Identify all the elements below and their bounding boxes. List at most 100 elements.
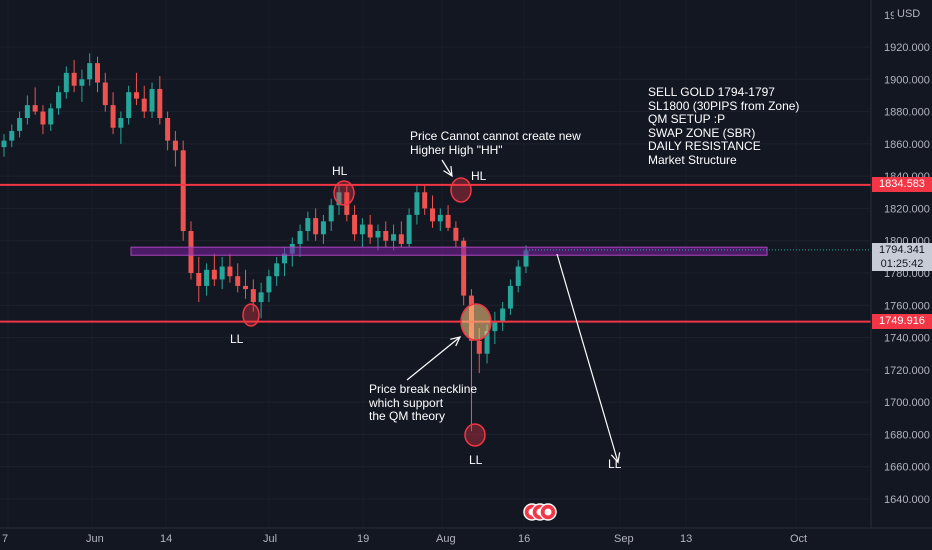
x-tick-label: Jun <box>86 533 104 545</box>
candle-body <box>133 92 139 99</box>
time-axis: 7 Jun 14 Jul 19 Aug 16 Sep 13 Oct <box>2 533 807 545</box>
candle-body <box>141 98 147 112</box>
candle-body <box>281 253 287 264</box>
y-tick-label: 1920.000 <box>884 42 930 54</box>
x-tick-label: Sep <box>614 533 634 545</box>
candle-body <box>102 82 108 106</box>
x-tick-label: 7 <box>2 533 8 545</box>
candle-body <box>94 63 100 83</box>
arrow-head <box>443 165 453 178</box>
candle-body <box>165 118 171 141</box>
swing-marker <box>464 423 486 447</box>
candle-body <box>445 214 451 228</box>
candle-body <box>219 266 225 280</box>
candle-body <box>406 214 412 244</box>
candle-body <box>461 240 467 296</box>
candle-body <box>344 192 350 215</box>
candle-body <box>391 234 397 241</box>
candle-body <box>476 340 482 354</box>
neckline-note-line: Price break neckline <box>369 382 478 396</box>
neckline-note-line: the QM theory <box>369 409 446 423</box>
candle-body <box>24 105 30 119</box>
arrow-head <box>450 336 462 347</box>
candle-body <box>515 266 521 286</box>
candle-body <box>110 105 116 128</box>
swap-zone[interactable] <box>130 246 768 256</box>
y-tick-label: 1760.000 <box>884 300 930 312</box>
swing-marker <box>460 303 492 341</box>
candles <box>1 53 529 432</box>
y-tick-label: 1740.000 <box>884 333 930 345</box>
candle-body <box>250 289 256 303</box>
candle-body <box>484 331 490 354</box>
candle-body <box>523 250 529 267</box>
note-line: SL1800 (30PIPS from Zone) <box>648 98 800 113</box>
candle-body <box>375 231 381 238</box>
candle-body <box>437 214 443 222</box>
candle-body <box>243 285 249 290</box>
candle-body <box>227 266 233 277</box>
swing-marker <box>333 180 355 206</box>
candle-body <box>40 111 46 125</box>
candle-body <box>305 218 311 232</box>
arrow-line <box>556 253 619 463</box>
y-tick-label: 1660.000 <box>884 462 930 474</box>
hl-left-label: HL <box>332 164 348 178</box>
candle-body <box>71 72 77 86</box>
candle-body <box>63 72 69 93</box>
candle-body <box>9 130 15 141</box>
arrows <box>406 159 621 464</box>
candle-body <box>118 118 124 128</box>
candle-body <box>258 292 264 303</box>
candle-body <box>453 227 459 241</box>
candle-body <box>211 269 217 280</box>
arrow-head <box>610 452 621 464</box>
ll-left-label: LL <box>230 332 244 346</box>
candle-body <box>500 308 506 322</box>
x-tick-label: Jul <box>263 533 277 545</box>
neckline-note-line: which support <box>369 395 444 410</box>
y-tick-label: 1640.000 <box>884 494 930 506</box>
candle-body <box>297 231 303 244</box>
candle-body <box>430 208 436 222</box>
x-tick-label: Aug <box>436 533 456 545</box>
candle-body <box>383 231 389 241</box>
candle-body <box>320 221 326 235</box>
currency-label[interactable]: USD <box>894 8 924 20</box>
ll-target-label: LL <box>608 457 622 471</box>
candle-body <box>336 192 342 206</box>
current-price-tag: 1794.341 <box>872 243 932 257</box>
alert-icons[interactable] <box>523 503 557 521</box>
y-tick-label: 1860.000 <box>884 139 930 151</box>
ll-mid-label: LL <box>469 453 483 467</box>
price-axis: 1640.000 1660.000 1680.000 1700.000 1720.000… <box>884 10 930 506</box>
candle-body <box>17 118 23 131</box>
trade-notes: SELL GOLD 1794-1797 SL1800 (30PIPS from … <box>648 85 800 167</box>
y-tick-label: 1820.000 <box>884 203 930 215</box>
y-tick-label: 1680.000 <box>884 429 930 441</box>
candle-body <box>367 224 373 238</box>
swing-marker <box>450 177 472 203</box>
x-tick-label: 13 <box>680 533 692 545</box>
note-line: SWAP ZONE (SBR) <box>648 125 756 140</box>
markers <box>242 177 492 447</box>
alert-icon-dot <box>544 508 552 516</box>
note-line: SELL GOLD 1794-1797 <box>648 85 775 99</box>
arrow-line <box>406 336 461 381</box>
note-line: QM SETUP :P <box>648 112 726 126</box>
candle-body <box>313 218 319 235</box>
hh-note-line: Higher High "HH" <box>410 142 503 157</box>
x-tick-label: 14 <box>160 533 172 545</box>
support-price-tag: 1749.916 <box>872 314 932 329</box>
candle-body <box>328 205 334 222</box>
candle-body <box>157 88 163 119</box>
candle-body <box>352 214 358 235</box>
hl-right-label: HL <box>471 169 487 183</box>
y-tick-label: 1700.000 <box>884 397 930 409</box>
y-tick-label: 1900.000 <box>884 74 930 86</box>
candle-body <box>266 276 272 293</box>
candle-body <box>87 63 93 80</box>
candle-body <box>172 140 178 151</box>
candle-body <box>180 150 186 232</box>
